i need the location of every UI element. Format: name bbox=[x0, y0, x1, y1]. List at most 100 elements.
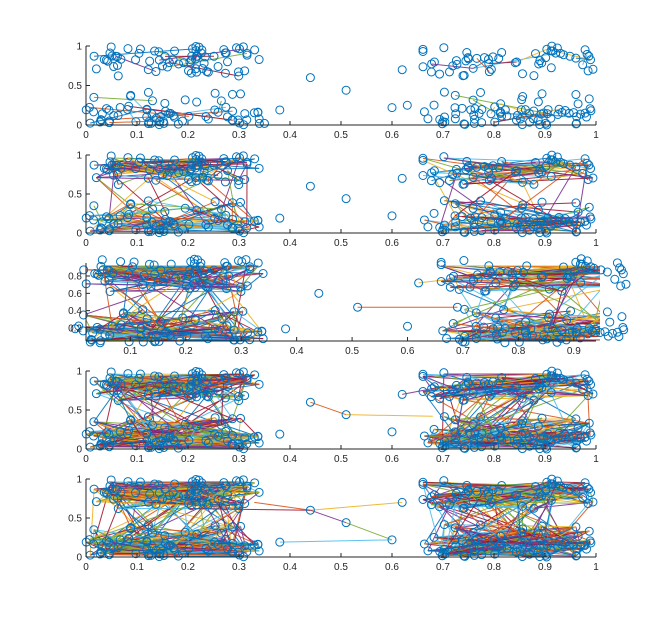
data-point bbox=[512, 542, 522, 552]
data-point bbox=[229, 307, 239, 317]
edge-line bbox=[115, 380, 190, 441]
data-point bbox=[250, 478, 260, 488]
data-point bbox=[542, 109, 552, 119]
data-point bbox=[253, 327, 263, 337]
data-point bbox=[113, 543, 123, 553]
data-point bbox=[213, 62, 223, 72]
data-point bbox=[102, 536, 112, 546]
data-point bbox=[156, 265, 166, 275]
data-point bbox=[496, 215, 506, 225]
data-point bbox=[578, 493, 588, 503]
data-point bbox=[238, 306, 248, 316]
data-point bbox=[548, 46, 558, 56]
data-point bbox=[468, 172, 478, 182]
data-point bbox=[552, 476, 562, 486]
data-point bbox=[537, 89, 547, 99]
data-point bbox=[565, 51, 575, 61]
data-point bbox=[85, 337, 95, 347]
edge-line bbox=[422, 483, 546, 492]
data-point bbox=[240, 499, 250, 509]
edge-line bbox=[580, 265, 600, 275]
data-point bbox=[221, 261, 231, 271]
edge-line bbox=[513, 285, 600, 288]
data-point bbox=[490, 225, 500, 235]
data-point bbox=[142, 537, 152, 547]
data-point bbox=[116, 257, 126, 267]
data-point bbox=[439, 368, 449, 378]
data-point bbox=[571, 486, 581, 496]
data-point bbox=[545, 309, 555, 319]
data-point bbox=[234, 504, 244, 514]
data-point bbox=[154, 549, 164, 559]
data-point bbox=[517, 393, 527, 403]
bridge-edge bbox=[402, 386, 444, 395]
edge-line bbox=[102, 265, 182, 278]
data-point bbox=[486, 64, 496, 74]
data-point bbox=[150, 479, 160, 489]
data-point bbox=[556, 157, 566, 167]
data-point bbox=[151, 499, 161, 509]
data-point bbox=[160, 423, 170, 433]
y-tick-label: 0.4 bbox=[68, 306, 82, 317]
edge-line bbox=[108, 269, 143, 286]
y-tick-label: 1 bbox=[76, 151, 82, 162]
data-point bbox=[112, 169, 122, 179]
data-point bbox=[470, 104, 480, 114]
data-point bbox=[242, 157, 252, 167]
data-point bbox=[479, 53, 489, 63]
data-point bbox=[564, 432, 574, 442]
data-point bbox=[494, 53, 504, 63]
data-point bbox=[496, 107, 506, 117]
data-point bbox=[578, 169, 588, 179]
data-point bbox=[470, 428, 480, 438]
data-point bbox=[134, 157, 144, 167]
data-point bbox=[564, 216, 574, 226]
edge-line bbox=[231, 378, 248, 419]
x-tick-label: 0.8 bbox=[487, 238, 501, 249]
data-point bbox=[572, 436, 582, 446]
data-point bbox=[452, 384, 462, 394]
data-point bbox=[100, 276, 110, 286]
data-point bbox=[201, 544, 211, 554]
edge-line bbox=[454, 420, 523, 433]
data-point bbox=[439, 152, 449, 162]
data-point bbox=[459, 256, 469, 266]
data-point bbox=[179, 58, 189, 68]
data-point bbox=[91, 389, 101, 399]
edge-line bbox=[444, 497, 458, 555]
data-point bbox=[418, 369, 428, 379]
data-point bbox=[89, 160, 99, 170]
data-point bbox=[89, 417, 99, 427]
data-point bbox=[192, 484, 202, 494]
edge-line bbox=[127, 157, 216, 203]
data-point bbox=[429, 490, 439, 500]
data-point bbox=[571, 522, 581, 532]
edge-line bbox=[480, 524, 592, 544]
data-point bbox=[458, 179, 468, 189]
data-point bbox=[109, 386, 119, 396]
edge-line bbox=[156, 202, 233, 227]
data-point bbox=[463, 53, 473, 63]
data-point bbox=[314, 288, 324, 298]
data-point bbox=[542, 153, 552, 163]
data-point bbox=[213, 276, 223, 286]
edge-line bbox=[462, 389, 583, 401]
data-point bbox=[418, 44, 428, 54]
data-point bbox=[95, 324, 105, 334]
data-point bbox=[102, 428, 112, 438]
data-point bbox=[500, 338, 510, 348]
y-tick-label: 1 bbox=[76, 367, 82, 378]
data-point bbox=[95, 225, 105, 235]
data-point bbox=[135, 44, 145, 54]
data-point bbox=[557, 286, 567, 296]
data-point bbox=[571, 226, 581, 236]
data-point bbox=[458, 395, 468, 405]
data-point bbox=[164, 57, 174, 67]
edge-line bbox=[548, 317, 575, 341]
data-point bbox=[466, 429, 476, 439]
data-point bbox=[479, 377, 489, 387]
data-point bbox=[531, 373, 541, 383]
data-point bbox=[541, 442, 551, 452]
data-point bbox=[484, 391, 494, 401]
data-point bbox=[242, 50, 252, 60]
